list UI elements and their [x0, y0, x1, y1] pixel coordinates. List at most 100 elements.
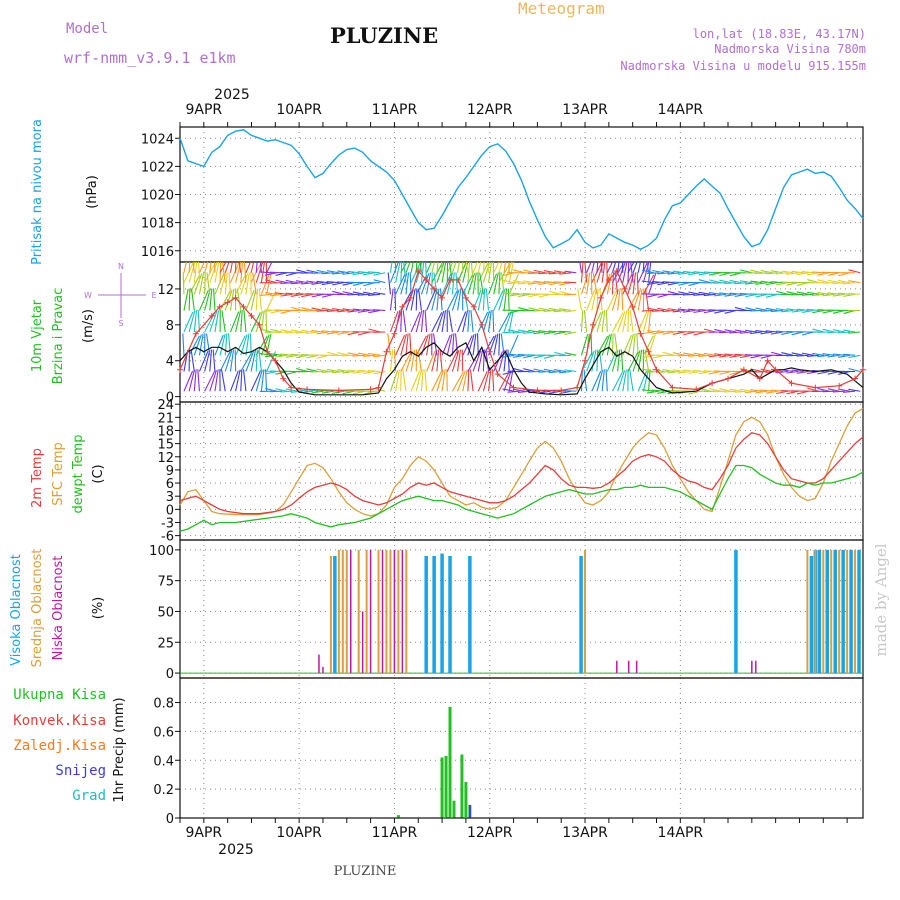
wind-arrow: [477, 262, 489, 283]
wind-gust-marker: [304, 386, 311, 393]
wind-arrow: [441, 310, 447, 333]
wind-arrow: [596, 262, 599, 273]
wind-arrow: [543, 331, 556, 335]
wind-arrow: [420, 262, 425, 283]
cloud-high-label: Visoka Oblacnost: [9, 554, 24, 666]
wind-arrow: [183, 311, 194, 333]
wind-arrow: [347, 369, 360, 373]
wind-arrow: [188, 262, 196, 283]
wind-arrow: [451, 371, 464, 392]
wind-arrow: [600, 262, 603, 273]
wind-arrow: [755, 330, 768, 333]
pressure-ylabel: Pritisak na nivou mora (hPa): [30, 119, 100, 265]
wind-arrow: [652, 280, 665, 284]
wind-arrow: [451, 262, 457, 273]
wind-arrow: [554, 351, 567, 356]
wind-arrow: [667, 330, 680, 333]
wind-arrow: [750, 354, 763, 359]
temp-line-0: [179, 431, 864, 515]
wind-arrow: [352, 354, 365, 357]
wind-arrow: [240, 352, 253, 372]
wind-arrow: [579, 262, 583, 273]
wind-arrow: [410, 311, 421, 333]
wind-arrow: [352, 282, 365, 286]
cloud-bar: [432, 556, 436, 674]
wind-arrow: [255, 310, 264, 333]
wind-arrow: [838, 388, 850, 392]
wind-arrow: [724, 390, 737, 393]
wind-arrow: [457, 262, 467, 283]
wind-arrow: [750, 309, 763, 312]
wind-arrow: [719, 388, 732, 392]
wind-arrow: [564, 369, 577, 373]
wind-arrow: [470, 262, 474, 283]
wind-compass: N W E S: [84, 262, 156, 328]
wind-arrow: [538, 307, 551, 312]
wind-arrow: [395, 274, 406, 295]
wind-gust-marker: [645, 348, 652, 355]
wind-arrow: [611, 371, 624, 392]
wind-arrow: [219, 351, 231, 372]
wind-arrow: [843, 293, 856, 297]
wind-arrow: [755, 390, 768, 394]
wind-arrow: [255, 335, 268, 356]
wind-arrow: [760, 389, 773, 392]
cloud-bar: [424, 556, 428, 674]
wind-arrow: [477, 349, 484, 372]
wind-arrow: [806, 354, 819, 357]
wind-arrow: [822, 271, 835, 274]
meteogram-title: Meteogram: [518, 0, 605, 18]
wind-gust-marker: [621, 285, 628, 292]
wind-arrow: [791, 309, 804, 313]
wind-arrow: [617, 262, 620, 273]
wind-arrow: [827, 279, 840, 284]
wind-arrow: [467, 310, 470, 333]
wind-arrow: [848, 388, 861, 392]
wind-arrow: [482, 310, 491, 333]
wind-arrow: [708, 309, 721, 312]
wind-arrow: [255, 262, 258, 273]
wind-arrow: [832, 293, 845, 297]
wind-arrow: [275, 354, 288, 358]
top-day-label: 14APR: [658, 102, 704, 118]
wind-arrow: [250, 371, 261, 392]
precip-unit-label: 1hr Precip (mm): [112, 697, 127, 802]
wind-arrow: [321, 272, 334, 275]
wind-arrow: [250, 311, 262, 333]
wind-arrow: [719, 279, 732, 284]
wind-arrow: [311, 272, 324, 274]
wind-arrow: [417, 288, 422, 311]
wind-arrow: [688, 291, 701, 295]
wind-arrow: [611, 312, 624, 333]
wind-arrow: [260, 369, 265, 392]
wind-arrow: [352, 308, 365, 312]
wind-arrow: [487, 262, 490, 273]
wind-arrow: [672, 352, 685, 356]
wind-arrow: [331, 330, 345, 333]
wind-arrow: [431, 262, 436, 273]
wind-arrow: [426, 262, 433, 273]
wind-arrow: [337, 351, 350, 356]
y-tick-label: 1022: [141, 160, 174, 175]
wind-arrow: [197, 369, 201, 392]
bottom-year-label: 2025: [218, 842, 254, 858]
wind-gust-marker: [629, 303, 636, 310]
wind-arrow: [236, 288, 242, 311]
wind-arrow: [796, 272, 809, 276]
wind-arrow: [632, 333, 636, 356]
wind-arrow: [745, 307, 758, 311]
wind-arrow: [235, 369, 241, 392]
wind-arrow: [508, 262, 515, 283]
wind-arrow: [472, 262, 479, 273]
wind-arrow: [507, 282, 520, 285]
wind-arrow: [301, 293, 314, 298]
y-tick-label: 1024: [141, 132, 174, 147]
wind-arrow: [235, 335, 246, 356]
y-tick-label: 1018: [141, 217, 174, 232]
wind-arrow: [321, 307, 334, 312]
cloud-bar: [833, 549, 837, 674]
wind-arrow: [770, 281, 783, 284]
wind-arrow: [637, 288, 643, 311]
wind-arrow: [462, 310, 469, 333]
wind-arrow: [295, 280, 308, 284]
